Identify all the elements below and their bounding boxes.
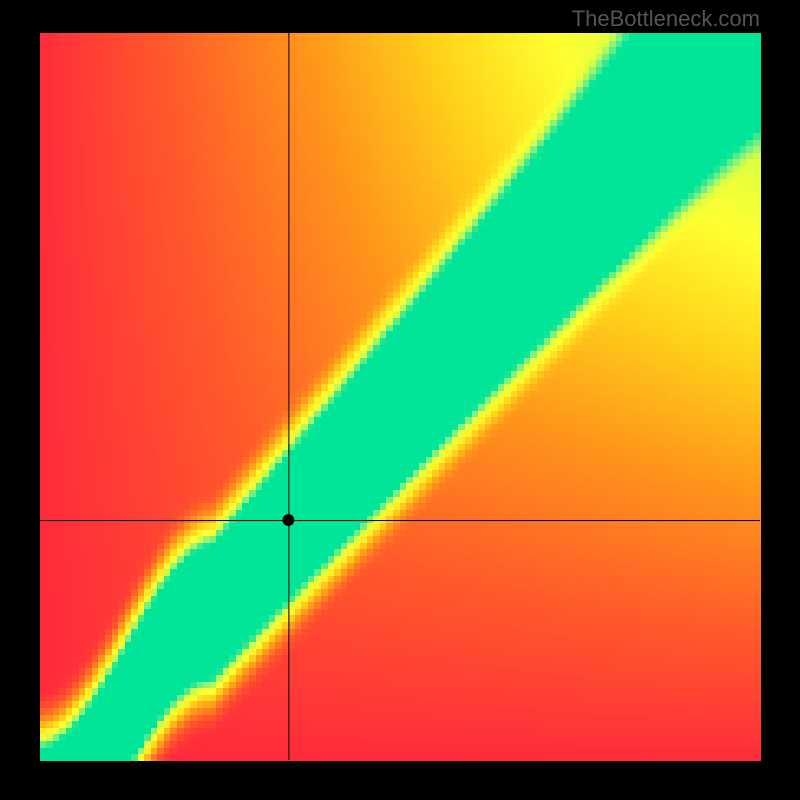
chart-container: TheBottleneck.com	[0, 0, 800, 800]
bottleneck-heatmap	[0, 0, 800, 800]
watermark-text: TheBottleneck.com	[572, 6, 760, 32]
